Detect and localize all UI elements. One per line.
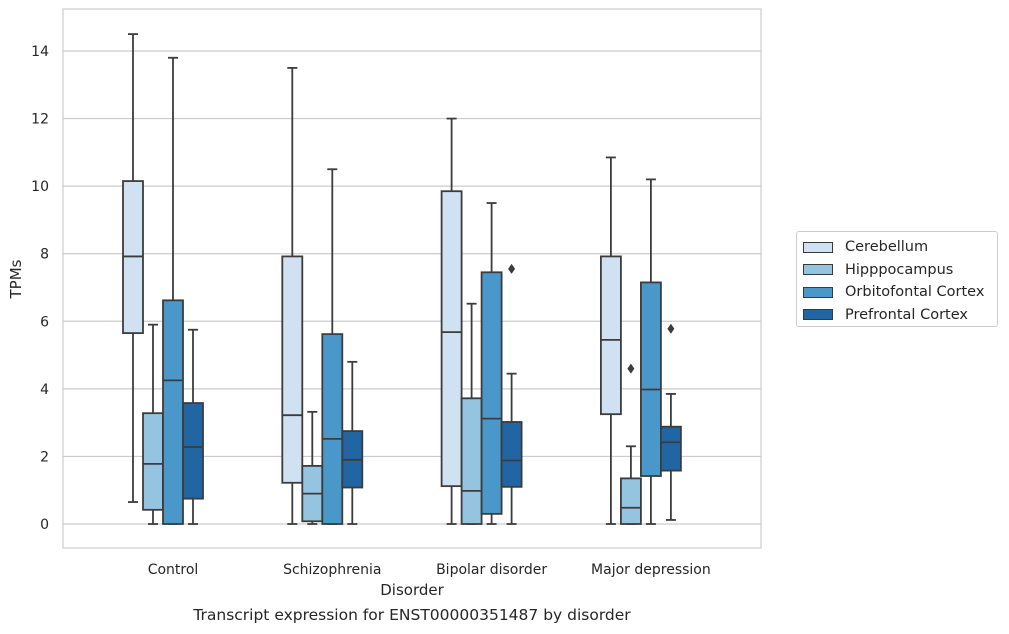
box-orbitofontal-cortex: [640, 178, 662, 525]
box-hipppocampus: [301, 410, 324, 525]
outlier-point: [627, 363, 635, 374]
box-body: [480, 271, 503, 515]
box-body: [600, 255, 622, 416]
box-body: [660, 425, 682, 472]
box-body: [640, 281, 662, 477]
box-body: [440, 190, 463, 488]
legend-label: Cerebellum: [845, 239, 929, 256]
x-tick-labels: Control Schizophrenia Bipolar disorder Majo…: [148, 562, 711, 578]
box-prefrontal-cortex: [341, 360, 364, 525]
plot-frame: [62, 8, 762, 549]
legend-label: Hipppocampus: [845, 261, 954, 278]
x-tick-label: Control: [148, 562, 199, 578]
x-tick-label: Major depression: [591, 562, 711, 578]
box-cerebellum: [600, 156, 622, 525]
outlier-point: [508, 263, 516, 274]
box-body: [620, 477, 642, 525]
legend: Cerebellum Hipppocampus Orbitofontal Corte…: [796, 231, 998, 327]
box-prefrontal-cortex: [500, 263, 523, 525]
y-tick-label: 4: [40, 382, 49, 398]
y-tick-label: 0: [40, 517, 49, 533]
box-hipppocampus: [460, 302, 483, 525]
box-orbitofontal-cortex: [480, 202, 503, 525]
y-axis-title: TPMs: [7, 259, 25, 299]
y-tick-label: 14: [31, 44, 49, 60]
legend-label: Orbitofontal Cortex: [845, 284, 985, 301]
box-orbitofontal-cortex: [321, 168, 344, 525]
legend-swatch: [803, 264, 833, 276]
box-body: [162, 299, 184, 525]
box-prefrontal-cortex: [182, 328, 204, 525]
legend-item: Cerebellum: [803, 236, 997, 259]
y-tick-label: 12: [31, 112, 49, 128]
boxes: [122, 33, 682, 525]
y-tick-label: 2: [40, 449, 49, 465]
legend-swatch: [803, 286, 833, 298]
box-body: [142, 412, 164, 511]
box-cerebellum: [440, 117, 463, 525]
box-body: [182, 402, 204, 500]
legend-item: Prefrontal Cortex: [803, 304, 997, 327]
box-prefrontal-cortex: [660, 323, 682, 521]
box-body: [460, 397, 483, 525]
box-cerebellum: [122, 33, 144, 503]
box-cerebellum: [281, 66, 304, 525]
box-hipppocampus: [142, 323, 164, 525]
legend-label: Prefrontal Cortex: [845, 306, 968, 323]
y-tick-label: 8: [40, 247, 49, 263]
y-tick-label: 10: [31, 179, 49, 195]
legend-item: Hipppocampus: [803, 259, 997, 282]
y-tick-label: 6: [40, 314, 49, 330]
x-axis-title: Disorder: [380, 581, 444, 599]
x-tick-label: Bipolar disorder: [436, 562, 547, 578]
x-tick-label: Schizophrenia: [283, 562, 381, 578]
y-tick-labels: 0 2 4 6 8 10 12 14: [31, 44, 49, 533]
box-hipppocampus: [620, 363, 642, 525]
chart-caption: Transcript expression for ENST0000035148…: [193, 606, 631, 624]
legend-item: Orbitofontal Cortex: [803, 281, 997, 304]
legend-swatch: [803, 241, 833, 253]
box-body: [500, 421, 523, 488]
legend-swatch: [803, 309, 833, 321]
outlier-point: [667, 323, 675, 334]
box-body: [281, 255, 304, 484]
box-orbitofontal-cortex: [162, 56, 184, 525]
box-body: [321, 333, 344, 525]
